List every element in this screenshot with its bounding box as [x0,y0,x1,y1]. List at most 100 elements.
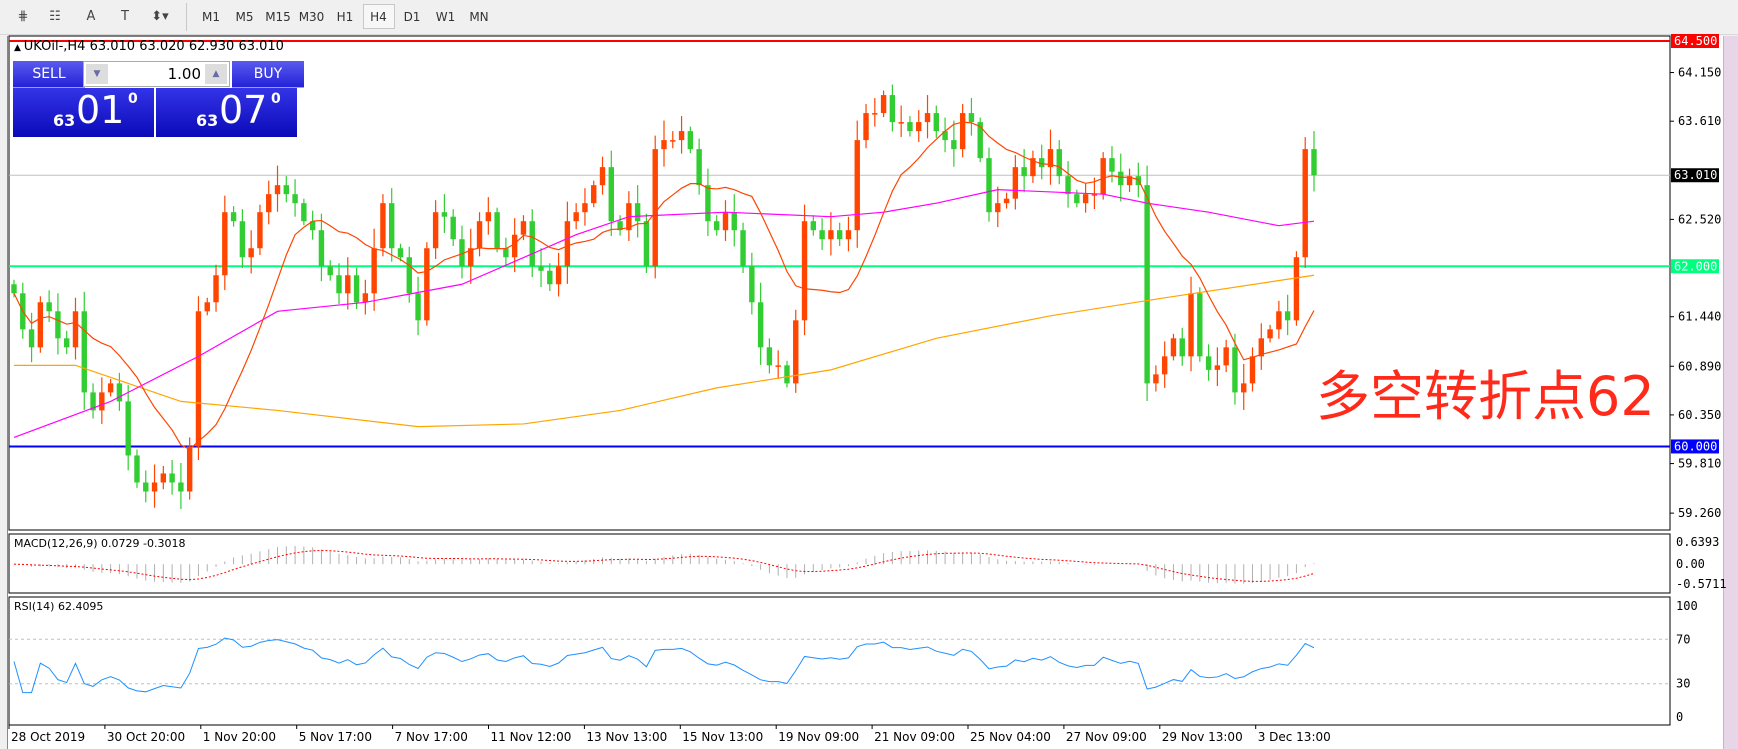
lot-decrease-icon[interactable]: ▼ [86,64,108,84]
timeframe-m5[interactable]: M5 [235,9,254,24]
candle-body [1012,167,1019,199]
candle-body [1109,158,1115,172]
date-label: 13 Nov 13:00 [586,730,667,744]
candle [714,215,720,236]
timeframe-h1[interactable]: H1 [336,9,354,24]
date-label: 1 Nov 20:00 [203,730,276,744]
candle-body [538,266,544,271]
lot-size-field[interactable]: ▼ 1.00 ▲ [83,61,230,87]
candle [1197,287,1203,362]
candle-body [11,284,17,294]
candle-body [1241,383,1247,393]
chart-window[interactable] [7,36,1724,749]
text-icon[interactable]: A [86,9,96,24]
ma-slow-line [14,274,1315,428]
candle [406,246,412,303]
candle [362,279,369,315]
candle-body [134,455,140,483]
candle [28,312,35,363]
lot-increase-icon[interactable]: ▲ [205,64,227,84]
candle-body [1082,194,1089,204]
collapse-triangle-icon[interactable]: ▲ [14,43,24,53]
candle-body [230,212,237,222]
sell-button[interactable]: SELL [13,61,85,88]
candle [582,188,588,226]
candle-body [389,203,395,249]
candle-body [810,221,817,231]
candle-body [573,212,579,222]
candle-body [406,257,412,294]
candle-body [995,203,1001,213]
candle [670,131,676,149]
buy-price[interactable]: 63 07 0 [156,88,297,137]
scrollbar[interactable] [1723,36,1738,749]
rsi-pane-border [8,596,1671,726]
candle-body [1021,167,1027,177]
candle-body [555,266,562,285]
text-label-icon[interactable]: T [121,9,129,24]
candle-body [599,167,606,186]
sell-price[interactable]: 63 01 0 [13,88,154,137]
candle [116,372,123,411]
timeframe-w1[interactable]: W1 [435,9,456,24]
candle [169,459,175,495]
candle [125,384,131,471]
date-label: 7 Nov 17:00 [395,730,468,744]
candle-body [1153,374,1159,384]
buy-button[interactable]: BUY [232,61,304,88]
candle [468,228,474,284]
timeframe-m15[interactable]: M15 [265,9,291,24]
candle-body [951,140,957,150]
candle-body [160,473,167,483]
macd-pane-border [8,533,1671,594]
lot-size-value[interactable]: 1.00 [167,65,201,83]
candle [793,309,799,393]
timeframe-m1[interactable]: M1 [202,9,220,24]
candle-body [1056,149,1062,177]
timeframe-d1[interactable]: D1 [403,9,421,24]
toolbar-separator [186,3,187,31]
candle-body [380,203,386,249]
macd-tick-label: 0.00 [1676,557,1705,571]
candle [722,200,729,242]
fibonacci-expansion-icon[interactable]: ⋕ [17,9,29,24]
fibonacci-fan-icon[interactable]: ☷ [49,9,61,24]
candle [107,378,114,397]
candle-body [336,275,342,294]
candle-body [72,311,79,348]
candle [151,464,158,508]
candle-body [591,185,597,204]
candle [775,350,781,379]
candle [459,225,465,279]
candle-body [1223,347,1229,366]
timeframe-mn[interactable]: MN [469,9,489,24]
candle [1179,327,1185,366]
candle [634,185,641,238]
candle [72,297,79,360]
candle [503,237,509,267]
candle [1188,276,1194,372]
arrows-icon[interactable]: ⬍▾ [151,9,169,24]
candle-body [248,248,254,258]
price-tick-label: 59.260 [1678,506,1721,520]
candle-body [1232,347,1238,393]
candle [1284,294,1291,336]
candle [345,257,351,310]
candle [599,156,606,195]
candle-body [617,221,623,231]
timeframe-m30[interactable]: M30 [298,9,325,24]
candle-body [468,248,474,267]
macd-label: MACD(12,26,9) 0.0729 -0.3018 [14,537,186,550]
timeframe-h4[interactable]: H4 [362,4,395,29]
candle [1021,149,1027,193]
candle-body [450,216,456,240]
candle-body [696,149,702,186]
candle-body [424,248,430,321]
level-label: 63.010 [1674,168,1717,182]
candle-body [564,221,571,267]
candle [1047,129,1054,185]
level-label-box [1671,439,1719,454]
candle [397,243,404,262]
candle [485,197,492,235]
